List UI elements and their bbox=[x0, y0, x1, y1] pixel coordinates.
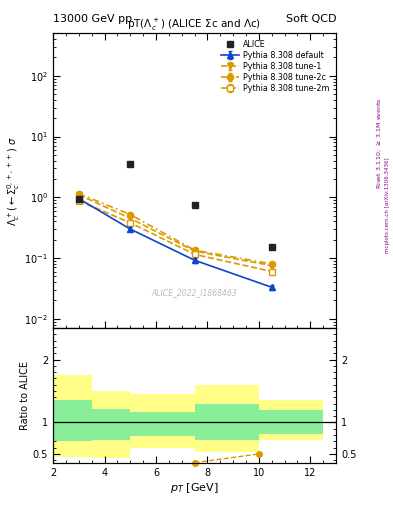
ALICE bbox=[269, 244, 274, 250]
Line: ALICE: ALICE bbox=[75, 161, 275, 251]
Y-axis label: Ratio to ALICE: Ratio to ALICE bbox=[20, 361, 30, 430]
Title: pT($\Lambda_c^+$) (ALICE $\Sigma$c and $\Lambda$c): pT($\Lambda_c^+$) (ALICE $\Sigma$c and $… bbox=[127, 17, 262, 33]
ALICE bbox=[192, 202, 197, 208]
Legend: ALICE, Pythia 8.308 default, Pythia 8.308 tune-1, Pythia 8.308 tune-2c, Pythia 8: ALICE, Pythia 8.308 default, Pythia 8.30… bbox=[219, 37, 332, 95]
Text: ALICE_2022_I1868463: ALICE_2022_I1868463 bbox=[152, 288, 237, 297]
Text: Rivet 3.1.10; $\geq$ 3.1M events: Rivet 3.1.10; $\geq$ 3.1M events bbox=[375, 97, 383, 189]
Text: mcplots.cern.ch [arXiv:1306.3436]: mcplots.cern.ch [arXiv:1306.3436] bbox=[385, 157, 389, 252]
ALICE bbox=[76, 196, 81, 202]
Text: Soft QCD: Soft QCD bbox=[286, 14, 336, 25]
ALICE bbox=[128, 161, 132, 167]
Y-axis label: $\Lambda_c^+(\leftarrow\Sigma_c^{0,+,++})$ $\sigma$: $\Lambda_c^+(\leftarrow\Sigma_c^{0,+,++}… bbox=[5, 136, 22, 225]
X-axis label: $p_T$ [GeV]: $p_T$ [GeV] bbox=[170, 481, 219, 495]
Text: 13000 GeV pp: 13000 GeV pp bbox=[53, 14, 132, 25]
